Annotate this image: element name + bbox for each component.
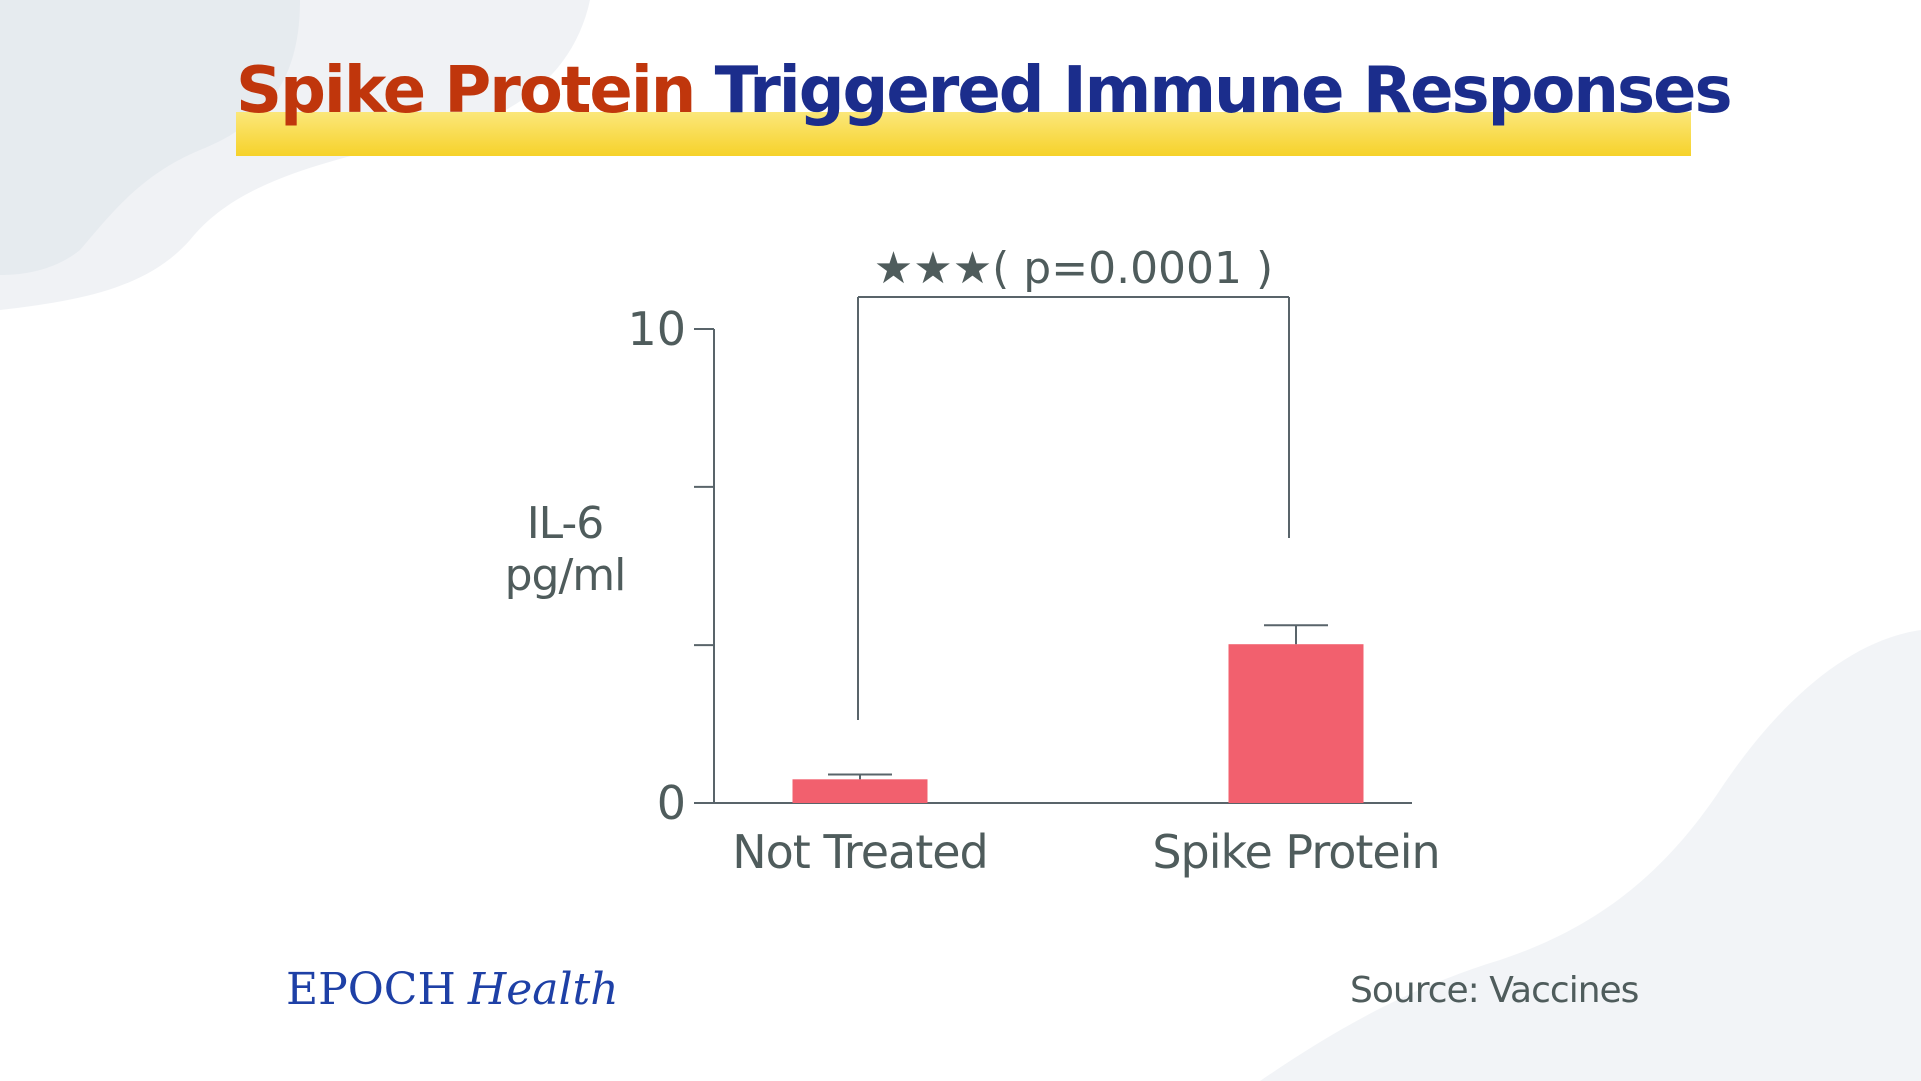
y-tick-label: 0 — [657, 776, 686, 830]
title-main: Triggered Immune Responses — [714, 54, 1733, 128]
bar — [792, 779, 928, 803]
source-note: Source: Vaccines — [1350, 970, 1639, 1011]
significance-label: ★★★( p=0.0001 ) — [874, 243, 1273, 294]
label-layer: 0 10 Not Treated Spike Protein — [627, 302, 1440, 879]
logo-word-epoch: EPOCH — [286, 964, 456, 1015]
significance-layer: ★★★( p=0.0001 ) — [857, 243, 1290, 720]
title-highlight-bar — [236, 112, 1691, 156]
title-accent: Spike Protein — [236, 54, 696, 128]
x-tick-label: Spike Protein — [1152, 825, 1439, 879]
background-blob-top-left-inner — [0, 0, 300, 275]
chart-title: Spike Protein Triggered Immune Responses — [236, 48, 1733, 134]
y-axis-label-line: IL-6 — [526, 498, 605, 549]
y-tick-label: 10 — [627, 302, 686, 356]
logo-word-health: Health — [467, 964, 619, 1015]
x-tick-label: Not Treated — [732, 825, 987, 879]
bar — [1228, 644, 1364, 803]
y-axis-label-line: pg/ml — [504, 550, 627, 601]
epoch-health-logo: EPOCH Health — [286, 963, 619, 1017]
bar-layer — [792, 624, 1364, 803]
y-axis-label: IL-6 pg/ml — [470, 498, 660, 602]
title-block: Spike Protein Triggered Immune Responses — [236, 48, 1733, 156]
background-blob-bottom-right — [1260, 630, 1921, 1081]
